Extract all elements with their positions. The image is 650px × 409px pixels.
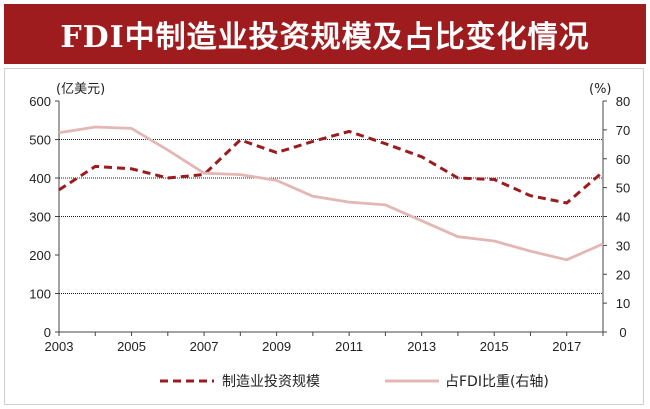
right-tick-label-80: 80 [616,94,630,109]
x-tick-label-2017: 2017 [552,339,581,354]
right-tick-label-60: 60 [616,152,630,167]
x-tick-label-2011: 2011 [335,339,363,354]
chart-title: FDI中制造业投资规模及占比变化情况 [60,20,590,55]
right-tick-label-30: 30 [616,238,630,253]
right-tick-label-40: 40 [616,210,630,225]
legend: 制造业投资规模 占FDI比重(右轴) [160,374,549,390]
left-tick-label-0: 0 [44,325,51,340]
x-tick-label-2005: 2005 [117,339,146,354]
left-tick-label-400: 400 [29,171,51,186]
right-tick-label-0: 0 [619,325,626,340]
right-tick-label-20: 20 [616,267,630,282]
series-line-manufacturing-investment [58,129,604,205]
right-tick-label-10: 10 [616,296,630,311]
right-tick-label-70: 70 [616,123,630,138]
x-tick-label-2003: 2003 [45,339,74,354]
left-axis-unit: (亿美元) [56,82,105,97]
legend-label-manufacturing: 制造业投资规模 [222,374,320,390]
title-bar: FDI中制造业投资规模及占比变化情况 [4,4,646,64]
x-tick-label-2013: 2013 [407,339,436,354]
right-axis-unit: (%) [589,82,612,97]
left-tick-label-100: 100 [29,287,51,302]
right-tick-label-50: 50 [616,181,630,196]
legend-label-share: 占FDI比重(右轴) [445,374,549,390]
left-tick-label-500: 500 [29,133,51,148]
x-tick-label-2015: 2015 [480,339,509,354]
left-tick-label-300: 300 [29,210,51,225]
series-line-fdi-share [58,125,604,262]
gridlines [59,139,603,294]
chart-frame [4,68,644,405]
series-lines [58,125,604,262]
x-tick-label-2009: 2009 [262,339,291,354]
axes: 0 100 200 300 400 500 600 0 10 20 30 40 50 60 70 80 2003… [29,94,630,354]
x-tick-label-2007: 2007 [190,339,219,354]
left-tick-label-200: 200 [29,248,51,263]
left-tick-label-600: 600 [29,94,51,109]
